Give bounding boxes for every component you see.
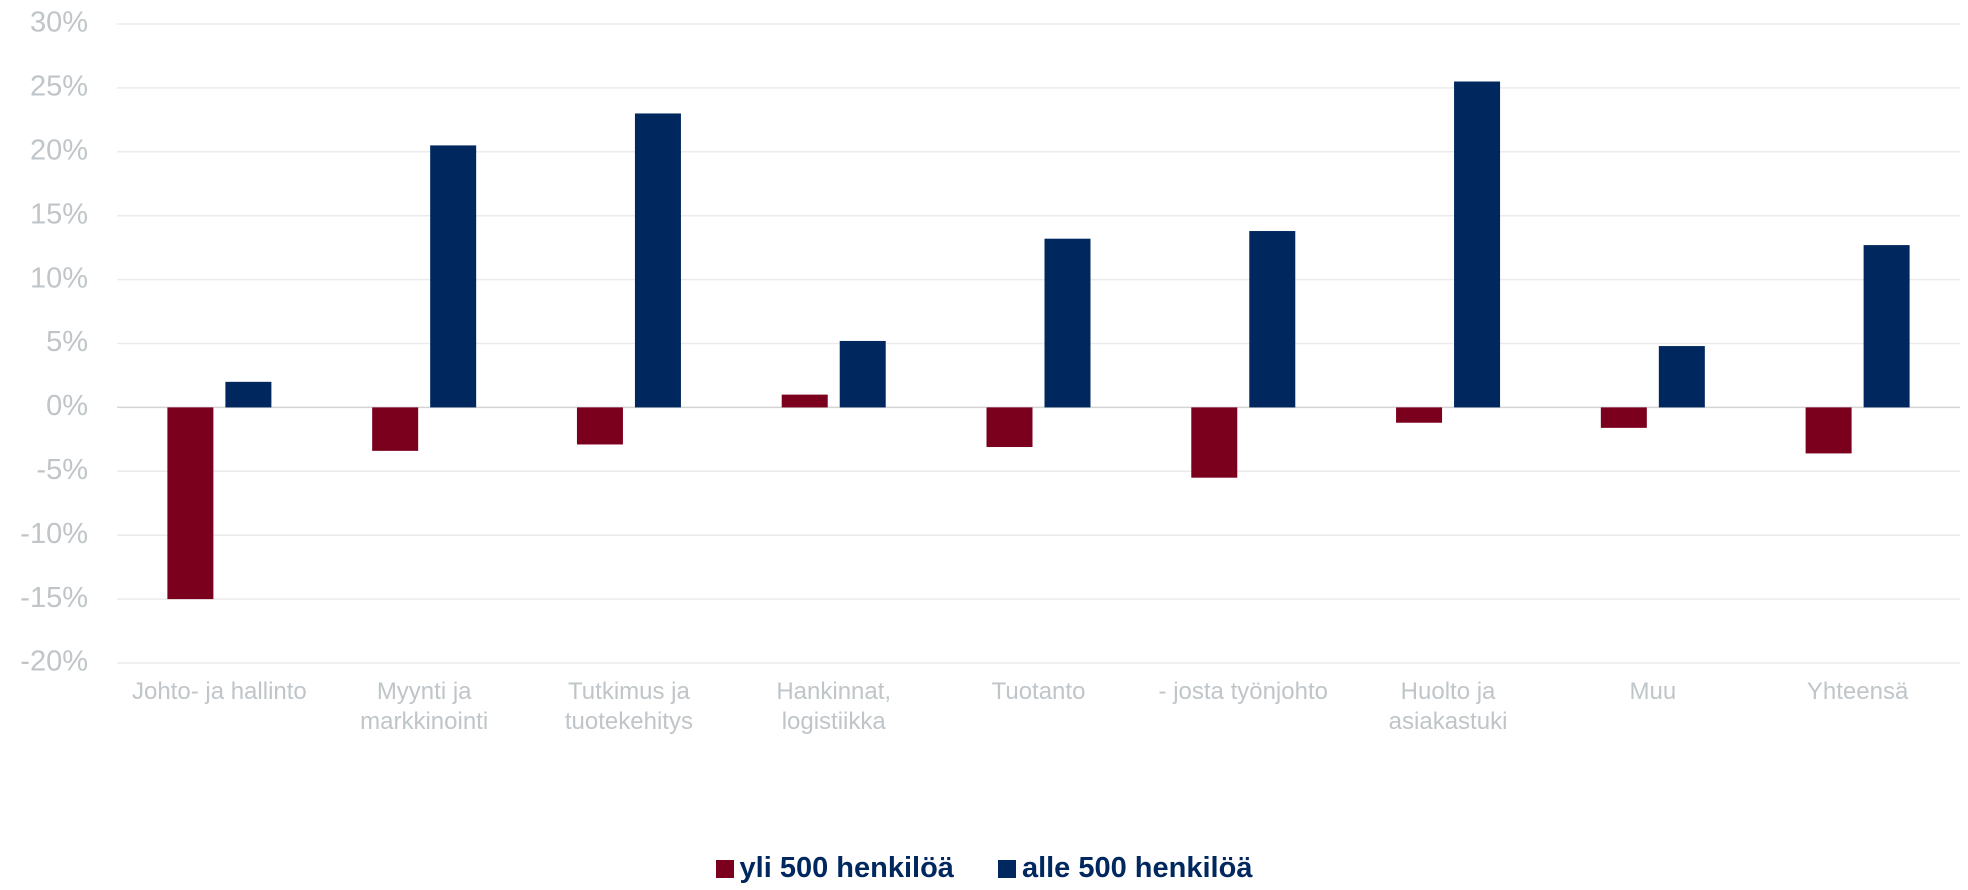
bar	[372, 407, 419, 451]
x-tick-label: Johto- ja hallinto	[131, 678, 307, 705]
legend-item: yli 500 henkilöä	[715, 852, 954, 885]
legend: yli 500 henkilöä alle 500 henkilöä	[0, 852, 1968, 885]
legend-label: yli 500 henkilöä	[739, 852, 954, 884]
bar	[634, 113, 681, 408]
y-tick-label: 0%	[46, 390, 88, 422]
x-tick-label: Huolto ja asiakastuki	[1388, 678, 1508, 735]
x-tick-label: Yhteensä	[1806, 678, 1909, 705]
x-tick-label: Tutkimus ja tuotekehitys	[564, 678, 693, 735]
y-tick-label: 10%	[30, 262, 88, 294]
legend-swatch	[997, 859, 1016, 878]
bar	[839, 340, 886, 408]
x-tick-label: Hankinnat, logistiikka	[776, 678, 892, 735]
legend-item: alle 500 henkilöä	[997, 852, 1253, 885]
y-tick-label: 15%	[30, 198, 88, 230]
y-tick-label: 30%	[30, 7, 88, 39]
x-tick-label: Myynti ja markkinointi	[360, 678, 489, 735]
y-tick-label: -20%	[20, 646, 88, 678]
bar	[1863, 245, 1910, 408]
bar	[986, 407, 1033, 448]
legend-label: alle 500 henkilöä	[1021, 852, 1253, 884]
y-tick-label: -15%	[20, 582, 88, 614]
y-tick-label: 20%	[30, 134, 88, 166]
bar	[1044, 238, 1091, 408]
bar	[1191, 407, 1238, 478]
bar	[1600, 407, 1647, 428]
bar	[1249, 231, 1296, 408]
y-tick-label: 5%	[46, 326, 88, 358]
bar	[430, 145, 477, 408]
bar	[225, 381, 272, 408]
x-tick-label: Muu	[1629, 678, 1677, 705]
bar	[1396, 407, 1443, 423]
y-tick-label: 25%	[30, 71, 88, 103]
legend-swatch	[715, 859, 734, 878]
bar	[1454, 81, 1501, 408]
bar	[1658, 346, 1705, 408]
y-tick-label: -5%	[36, 454, 88, 486]
bar	[781, 394, 828, 408]
y-tick-label: -10%	[20, 518, 88, 550]
x-tick-label: Tuotanto	[991, 678, 1086, 705]
bar	[1805, 407, 1852, 454]
bar	[167, 407, 214, 600]
x-tick-label: - josta työnjohto	[1158, 678, 1328, 705]
bar	[576, 407, 623, 445]
